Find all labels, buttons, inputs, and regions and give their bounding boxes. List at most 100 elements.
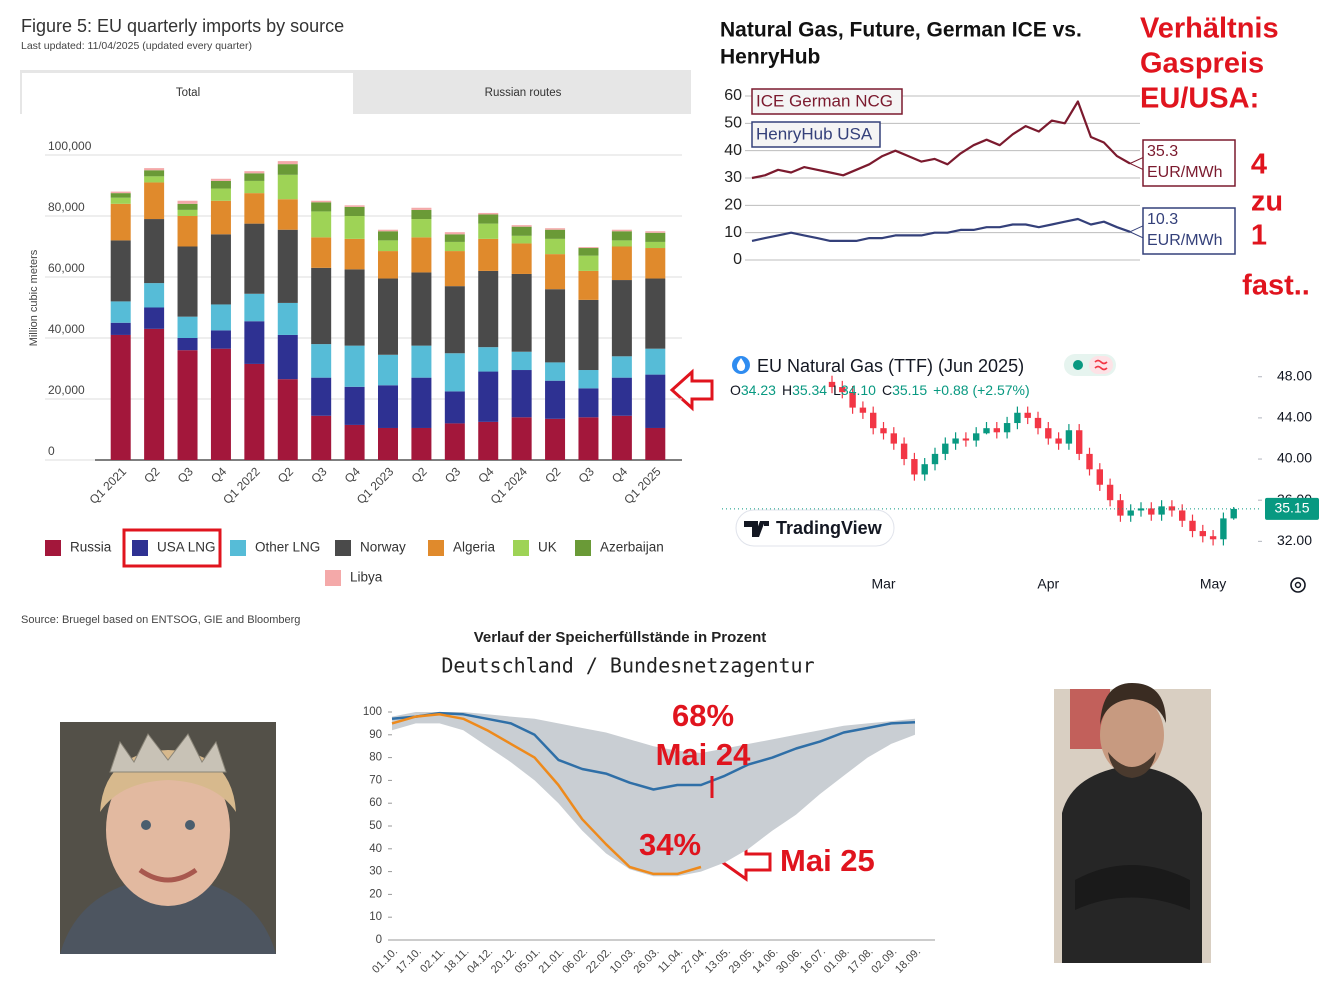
candle-body (1209, 536, 1217, 540)
photo-shape (138, 867, 198, 883)
bar-segment (611, 356, 632, 378)
brand-name: TradingView (776, 518, 883, 538)
candle-body (921, 464, 928, 475)
bar-segment (611, 229, 632, 232)
bar-segment (611, 280, 632, 357)
bar-segment (411, 345, 432, 378)
bar-segment (144, 182, 165, 220)
y-tick-label: 20,000 (48, 383, 85, 397)
y-tick-label: 10 (369, 911, 382, 923)
y-tick-label: 50 (724, 115, 742, 132)
bar-segment (277, 302, 298, 335)
tab-label[interactable]: Russian routes (485, 87, 562, 99)
x-tick-label: May (1200, 576, 1226, 592)
settings-icon[interactable] (1290, 577, 1306, 593)
bar-segment (277, 229, 298, 303)
bar-segment (344, 386, 365, 425)
bar-segment (177, 246, 198, 317)
candle-body (1065, 430, 1073, 444)
tab-active[interactable] (22, 73, 353, 114)
bar-segment (645, 374, 666, 428)
y-tick-label: 20 (724, 197, 742, 214)
tab-label[interactable]: Total (176, 87, 200, 99)
y-tick-label: 48.00 (1277, 367, 1312, 383)
status-pill[interactable] (1089, 356, 1113, 374)
candle-body (1179, 510, 1186, 521)
bar-segment (144, 328, 165, 460)
y-tick-label: 60 (724, 87, 742, 104)
bar-segment (511, 226, 532, 236)
bar-segment (144, 170, 165, 177)
legend-swatch (132, 540, 148, 556)
settings-icon (1294, 581, 1302, 589)
bar-segment (578, 299, 599, 371)
bar-segment (545, 254, 566, 290)
legend-label: Norway (360, 540, 406, 555)
chart-subtitle: Deutschland / Bundesnetzagentur (441, 654, 814, 678)
chart-title: Natural Gas, Future, German ICE vs. (720, 19, 1082, 42)
bar-segment (444, 353, 465, 392)
bar-segment (611, 231, 632, 241)
side-note: fast.. (1242, 270, 1310, 302)
candle-body (859, 407, 867, 413)
legend-label: Algeria (453, 540, 496, 555)
candle-body (1199, 531, 1206, 537)
bar-segment (378, 231, 398, 241)
bar-segment (545, 238, 566, 255)
icon (1094, 359, 1108, 371)
bar-segment (545, 380, 566, 419)
quote-line: O34.23 H35.34 L34.10 C35.15 +0.88 (+2.57%) (730, 382, 1030, 398)
bar-segment (578, 370, 599, 389)
bar-segment (311, 267, 332, 345)
bar-segment (478, 347, 499, 372)
end-label: 35.3 (1147, 143, 1178, 160)
bar-segment (210, 188, 231, 201)
end-label: EUR/MWh (1147, 232, 1223, 249)
quote-value: 35.15 (892, 382, 927, 398)
bar-segment (578, 247, 599, 249)
bar-segment (478, 238, 499, 271)
side-note: 4 (1251, 149, 1267, 181)
bar-segment (378, 427, 398, 460)
end-label: EUR/MWh (1147, 164, 1223, 181)
bar-segment (110, 203, 131, 241)
brand-badge[interactable] (735, 509, 895, 547)
bar-segment (611, 246, 632, 281)
annotation: 68% (672, 698, 734, 733)
candle-body (1014, 412, 1021, 424)
chart-title: EU Natural Gas (TTF) (Jun 2025) (757, 356, 1024, 376)
bar-segment (478, 371, 499, 422)
y-tick-label: 0 (48, 444, 55, 458)
bar-segment (444, 423, 465, 460)
bar-segment (210, 200, 231, 235)
highlight-box (122, 528, 222, 568)
legend-swatch (513, 540, 529, 556)
bar-segment (411, 219, 432, 238)
candle-body (1076, 430, 1083, 454)
candle-body (1220, 518, 1227, 540)
candle-body (1117, 500, 1124, 516)
candle-body (1055, 438, 1062, 444)
bar-segment (545, 289, 566, 363)
x-tick-label: Mar (871, 576, 895, 592)
y-tick-label: 40,000 (48, 322, 85, 336)
bar-segment (344, 269, 365, 346)
candle-body (1096, 469, 1103, 485)
bar-segment (478, 270, 499, 348)
bar-segment (244, 193, 265, 224)
quote-value: 35.34 (792, 382, 827, 398)
legend-swatch (428, 540, 444, 556)
candle-body (870, 412, 877, 429)
chart-title: Verlauf der Speicherfüllstände in Prozen… (474, 629, 767, 646)
bar-segment (578, 417, 599, 460)
icon (736, 358, 746, 371)
bar-segment (645, 232, 666, 242)
chart-title: Figure 5: EU quarterly imports by source (21, 16, 344, 36)
side-note: Verhältnis (1140, 13, 1279, 45)
bar-segment (411, 272, 432, 346)
bar-segment (511, 235, 532, 244)
legend-swatch (325, 570, 341, 586)
y-tick-label: 32.00 (1277, 532, 1312, 548)
bar-segment (478, 223, 499, 239)
